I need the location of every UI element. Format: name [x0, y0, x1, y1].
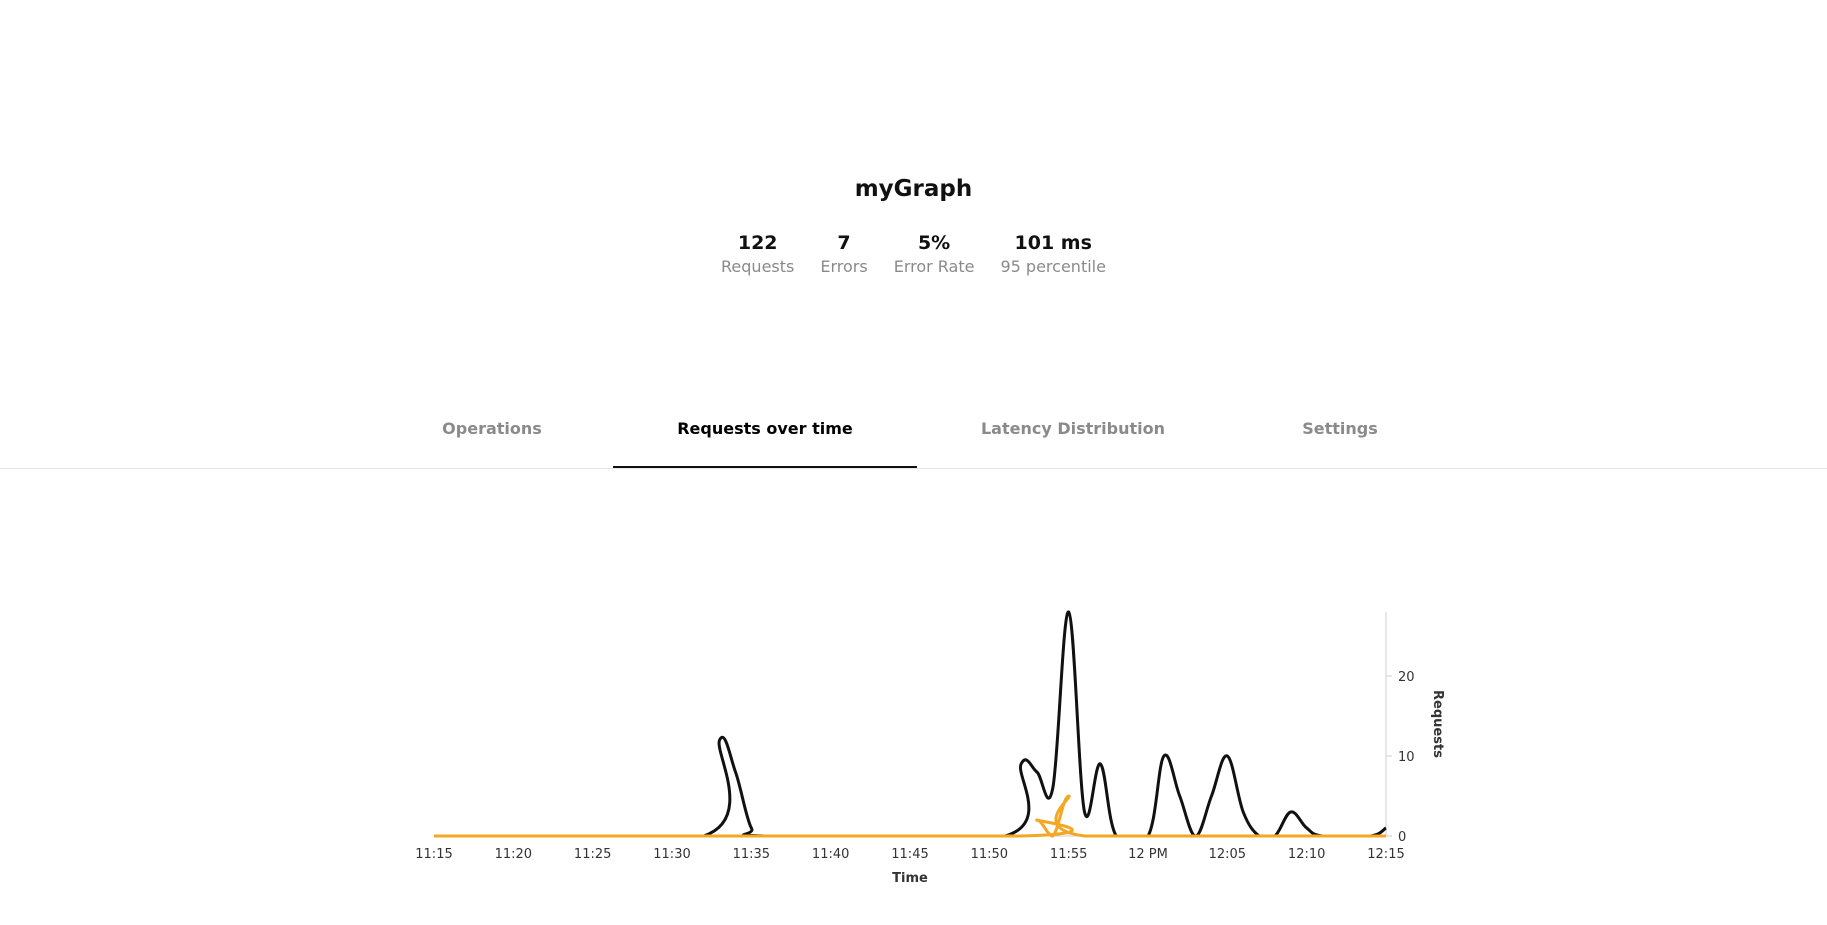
stat-error-rate-label: Error Rate	[893, 257, 975, 276]
x-tick-label: 12 PM	[1128, 847, 1168, 862]
stats-summary: 122 Requests 7 Errors 5% Error Rate 101 …	[0, 230, 1827, 278]
tab-requests-over-time[interactable]: Requests over time	[613, 405, 917, 468]
y-tick-label: 0	[1398, 830, 1406, 845]
stat-p95: 101 ms 95 percentile	[1000, 230, 1105, 278]
stat-errors-label: Errors	[820, 257, 868, 276]
x-tick-label: 11:50	[971, 847, 1008, 862]
x-tick-label: 12:15	[1367, 847, 1404, 862]
y-tick-label: 10	[1398, 750, 1415, 765]
stat-requests-value: 122	[737, 232, 778, 254]
tab-settings[interactable]: Settings	[1302, 419, 1378, 438]
stat-errors-value: 7	[837, 232, 851, 254]
stat-error-rate-value: 5%	[917, 232, 951, 254]
y-tick-label: 20	[1398, 670, 1415, 685]
tab-latency-distribution[interactable]: Latency Distribution	[980, 419, 1166, 438]
page-title: myGraph	[854, 176, 973, 202]
x-tick-label: 11:40	[812, 847, 849, 862]
x-tick-label: 11:55	[1050, 847, 1087, 862]
y-axis-title: Requests	[1430, 690, 1445, 758]
x-tick-label: 12:05	[1209, 847, 1246, 862]
stat-error-rate: 5% Error Rate	[894, 230, 975, 278]
x-tick-label: 11:35	[733, 847, 770, 862]
tab-operations[interactable]: Operations	[442, 419, 542, 438]
requests-series-line	[434, 610, 1387, 838]
x-tick-label: 12:10	[1288, 847, 1325, 862]
x-tick-label: 11:15	[415, 847, 452, 862]
x-axis-title: Time	[892, 871, 928, 886]
x-axis: 11:15 11:20 11:25 11:30 11:35 11:40 11:45 11:50…	[415, 835, 1405, 886]
tab-bar: Operations Requests over time Latency Di…	[0, 405, 1827, 469]
y-axis: 0 10 20 Requests	[1385, 612, 1445, 845]
stat-requests-label: Requests	[721, 257, 795, 276]
stat-requests: 122 Requests	[721, 230, 794, 278]
x-tick-label: 11:45	[891, 847, 928, 862]
x-tick-label: 11:30	[653, 847, 690, 862]
stat-p95-label: 95 percentile	[1000, 257, 1106, 276]
stat-p95-value: 101 ms	[1014, 232, 1092, 254]
x-tick-label: 11:20	[495, 847, 532, 862]
x-tick-label: 11:25	[574, 847, 611, 862]
errors-series-line	[434, 794, 1386, 838]
stat-errors: 7 Errors	[820, 230, 867, 278]
